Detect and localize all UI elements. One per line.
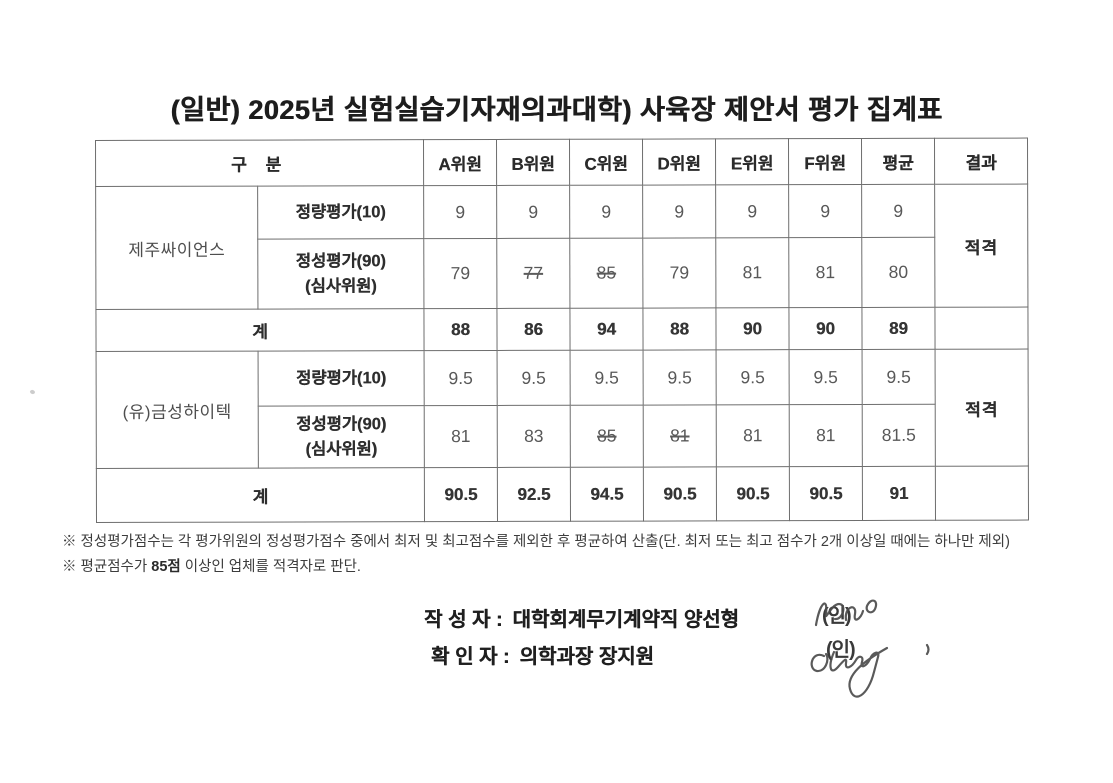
criteria-label-line1: 정성평가(90)	[295, 251, 386, 271]
approver-line: 확 인 자 : 의학과장 장지원	[424, 639, 739, 676]
average-score-cell: 9	[861, 184, 935, 238]
column-header-committee-f: F위원	[788, 138, 862, 185]
score-cell: 81	[716, 404, 790, 467]
total-score-cell: 88	[423, 308, 498, 351]
column-header-result: 결과	[934, 138, 1028, 185]
total-score-cell: 92.5	[497, 467, 571, 522]
footnote-pass-threshold: ※ 평균점수가 85점 이상인 업체를 적격자로 판단.	[62, 555, 1010, 580]
footnotes: ※ 정성평가점수는 각 평가위원의 정성평가점수 중에서 최저 및 최고점수를 …	[62, 530, 1010, 580]
score-cell: 81	[788, 237, 862, 308]
signature-scribble-author	[814, 599, 878, 627]
score-cell: 77	[496, 238, 570, 309]
score-cell: 79	[642, 237, 716, 309]
score-cell: 79	[423, 238, 497, 309]
score-cell: 83	[497, 405, 571, 468]
score-cell: 9.5	[716, 349, 790, 405]
page-title: (일반) 2025년 실험실습기자재의과대학) 사육장 제안서 평가 집계표	[170, 95, 943, 125]
table-row: (유)금성하이텍 정량평가(10) 9.5 9.5 9.5 9.5 9.5 9.…	[96, 349, 1029, 469]
score-cell: 9.5	[570, 350, 644, 406]
score-cell: 9	[788, 184, 862, 238]
column-header-committee-d: D위원	[642, 138, 716, 186]
score-cell: 9	[715, 184, 789, 238]
criteria-label-cell: 정량평가(10)	[258, 350, 425, 407]
total-label-cell: 계	[95, 308, 425, 352]
company-name-cell: (유)금성하이텍	[96, 351, 259, 469]
criteria-label-line2: (심사위원)	[305, 439, 378, 458]
score-cell: 9	[496, 185, 570, 239]
column-header-committee-b: B위원	[496, 139, 570, 186]
criteria-label-cell: 정성평가(90) (심사위원)	[257, 238, 424, 310]
signoff-block: 작 성 자 : 대학회계무기계약직 양선형 확 인 자 : 의학과장 장지원	[424, 602, 739, 676]
column-header-committee-a: A위원	[423, 139, 497, 186]
column-header-category: 구 분	[95, 139, 424, 187]
company-name-cell: 제주싸이언스	[95, 186, 258, 310]
total-score-cell: 94.5	[570, 467, 644, 522]
column-header-committee-e: E위원	[715, 138, 789, 185]
result-cell: 적격	[934, 184, 1028, 308]
score-cell: 9	[569, 185, 643, 239]
total-score-cell: 90	[788, 307, 863, 350]
criteria-label-cell: 정량평가(10)	[257, 185, 424, 240]
stray-pen-mark	[925, 643, 930, 656]
total-score-cell: 90.5	[716, 466, 790, 521]
total-label-cell: 계	[96, 467, 425, 523]
column-header-average: 평균	[861, 138, 935, 185]
score-cell: 81	[643, 404, 717, 468]
criteria-label-line1: 정성평가(90)	[296, 414, 387, 434]
total-score-cell: 94	[569, 308, 644, 351]
score-cell: 9.5	[789, 349, 863, 405]
criteria-label-line2: (심사위원)	[304, 276, 377, 295]
scan-artifact-speck	[29, 389, 36, 395]
average-score-cell: 9.5	[862, 349, 936, 405]
score-cell: 9.5	[643, 349, 717, 406]
signature-scribble-approver	[810, 646, 889, 698]
footnote-threshold-value: 85점	[151, 559, 181, 575]
score-cell: 81	[424, 405, 498, 468]
footnote-prefix: ※ 평균점수가	[62, 559, 152, 575]
result-empty-cell	[934, 307, 1029, 350]
score-cell: 85	[569, 238, 643, 309]
score-cell: 9	[423, 185, 497, 239]
score-cell: 81	[789, 404, 863, 467]
score-cell: 85	[570, 405, 644, 468]
score-cell: 9.5	[497, 350, 571, 406]
result-cell: 적격	[935, 349, 1029, 467]
approver-name: 의학과장 장지원	[519, 646, 654, 668]
average-score-cell: 80	[861, 237, 935, 308]
total-average-cell: 89	[861, 307, 936, 350]
author-name: 대학회계무기계약직 양선형	[512, 609, 739, 631]
score-cell: 9	[642, 184, 716, 239]
table-header-row: 구 분 A위원 B위원 C위원 D위원 E위원 F위원 평균 결과	[95, 138, 1028, 187]
table-row: 제주싸이언스 정량평가(10) 9 9 9 9 9 9 9 적격	[95, 184, 1028, 310]
total-average-cell: 91	[862, 466, 936, 521]
score-cell: 9.5	[424, 350, 498, 406]
result-empty-cell	[935, 466, 1029, 521]
footnote-calculation-rule: ※ 정성평가점수는 각 평가위원의 정성평가점수 중에서 최저 및 최고점수를 …	[62, 534, 1010, 550]
total-row: 계 88 86 94 88 90 90 89	[95, 307, 1029, 352]
total-score-cell: 90.5	[789, 466, 863, 521]
seal-area: (인) (인)	[800, 592, 990, 710]
column-header-committee-c: C위원	[569, 139, 643, 186]
author-label: 작 성 자 :	[424, 609, 503, 631]
handwritten-signatures	[810, 599, 930, 698]
total-score-cell: 90.5	[424, 467, 498, 522]
total-score-cell: 90	[715, 307, 790, 350]
total-row: 계 90.5 92.5 94.5 90.5 90.5 90.5 91	[96, 466, 1029, 523]
criteria-label-cell: 정성평가(90) (심사위원)	[258, 405, 425, 469]
score-cell: 81	[715, 237, 789, 308]
total-score-cell: 88	[642, 307, 717, 351]
author-line: 작 성 자 : 대학회계무기계약직 양선형	[424, 602, 739, 639]
average-score-cell: 81.5	[862, 404, 936, 467]
footnote-suffix: 이상인 업체를 적격자로 판단.	[180, 559, 361, 575]
total-score-cell: 86	[496, 308, 571, 351]
total-score-cell: 90.5	[643, 466, 717, 522]
approver-label: 확 인 자 :	[431, 646, 510, 668]
evaluation-summary-table: 구 분 A위원 B위원 C위원 D위원 E위원 F위원 평균 결과 제주싸이언스…	[95, 138, 1029, 523]
